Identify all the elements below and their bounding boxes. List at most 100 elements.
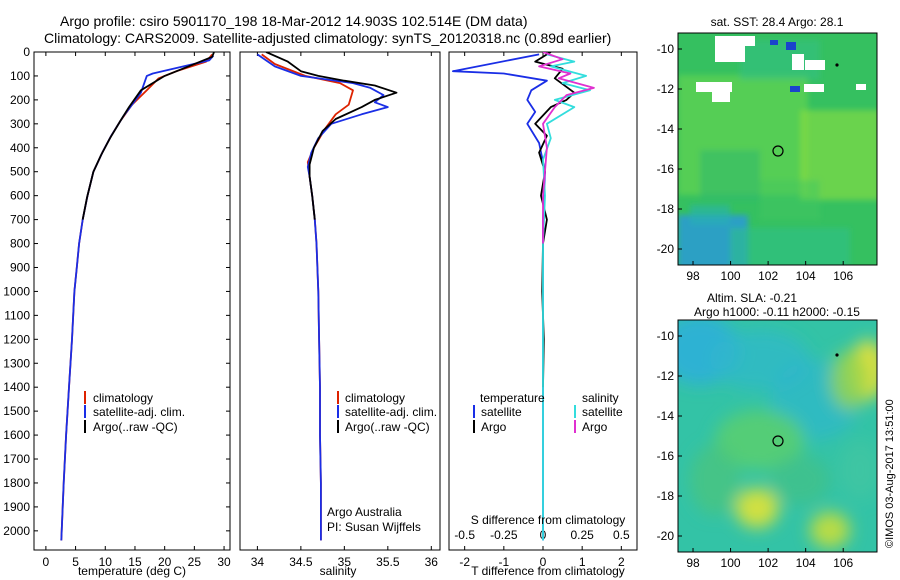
y-tick-label: 1100 [4,308,30,322]
series-line-argo-raw-qc- [265,52,398,220]
legend-label-argo: Argo(..raw -QC) [345,420,430,434]
map-y-tick-label: -16 [657,449,675,463]
annotation-pi: PI: Susan Wijffels [327,520,421,534]
legend-label-argo: Argo(..raw -QC) [93,420,178,434]
series-line-satellite-adj-clim- [256,53,389,541]
sla-map-title-line1: Altim. SLA: -0.21 [707,291,797,305]
y-tick-label: 300 [10,117,30,131]
map-x-tick-label: 102 [758,556,778,570]
y-tick-label: 1300 [3,356,30,370]
x-tick-label: 36 [425,555,439,569]
map-y-tick-label: -18 [657,202,675,216]
legend-label-t-argo: Argo [481,420,507,434]
sla-map-frame [677,319,878,553]
difference-legend: temperature satellite Argo salinity sate… [473,391,623,434]
x-tick-label: 35 [338,555,352,569]
legend-heading-temperature: temperature [480,391,545,405]
temperature-panel-frame [33,51,231,551]
map-y-tick-label: -12 [657,82,675,96]
map-x-tick-label: 102 [758,269,778,283]
salinity-profiles [256,52,398,541]
map-x-tick-label: 106 [833,556,853,570]
x-tick-label: -1 [498,555,509,569]
legend-heading-salinity: salinity [582,391,619,405]
sst-map-axis-ticks: 98 100 102 104 106 -10 -12 -14 -16 -18 -20 [657,42,854,283]
header-line1: Argo profile: csiro 5901170_198 18-Mar-2… [60,13,527,29]
credit-text: ©IMOS 03-Aug-2017 13:51:00 [884,399,896,548]
x-tick-label: 1 [579,555,586,569]
x-tick-label: 15 [128,555,142,569]
salinity-panel-frame [239,51,441,551]
x-top-tick-label: 0.25 [570,528,594,542]
y-tick-label: 100 [10,69,30,83]
series-line-salinity-satellite [542,53,591,541]
y-tick-label: 700 [10,213,30,227]
x-top-tick-label: 0.5 [613,528,630,542]
x-tick-label: 0 [540,555,547,569]
x-top-tick-label: -0.5 [454,528,475,542]
series-line-climatology [261,53,354,541]
map-y-tick-label: -14 [657,409,675,423]
map-y-tick-label: -14 [657,122,675,136]
x-tick-label: 35.5 [376,555,400,569]
map-x-tick-label: 98 [686,269,700,283]
map-y-tick-label: -20 [657,529,675,543]
y-tick-label: 800 [10,237,30,251]
y-tick-label: 500 [10,165,30,179]
x-tick-label: 5 [72,555,79,569]
difference-axis-ticks: -2 -1 0 1 2-0.5 -0.25 0 0.25 0.5 [454,52,630,569]
y-tick-label: 1600 [3,428,30,442]
map-x-tick-label: 104 [796,269,816,283]
temperature-axis-ticks: 0100200300400500600700800900100011001200… [3,45,231,569]
argo-location-marker [772,145,784,157]
x-tick-label: 34.5 [289,555,313,569]
map-x-tick-label: 98 [686,556,700,570]
x-top-tick-label: -0.25 [490,528,518,542]
map-y-tick-label: -20 [657,242,675,256]
y-tick-label: 1900 [3,500,30,514]
map-y-tick-label: -16 [657,162,675,176]
salinity-axis-ticks: 34 34.5 35 35.5 36 [251,52,439,569]
legend-label-s-satellite: satellite [582,405,623,419]
series-line-salinity-argo [538,52,595,244]
legend-label-t-satellite: satellite [481,405,522,419]
difference-profiles [451,52,595,541]
x-tick-label: 10 [99,555,113,569]
y-tick-label: 1500 [3,404,30,418]
x-tick-label: 34 [251,555,265,569]
map-x-tick-label: 100 [721,556,741,570]
x-tick-label: 30 [217,555,231,569]
series-line-satellite [451,53,548,541]
temperature-legend: climatology satellite-adj. clim. Argo(..… [84,391,185,434]
legend-label-climatology: climatology [93,391,153,405]
x-tick-label: 0 [43,555,50,569]
x-tick-label: 2 [618,555,625,569]
series-line-argo-raw-qc- [81,52,215,220]
map-y-tick-label: -10 [657,329,675,343]
map-y-tick-label: -18 [657,489,675,503]
legend-label-satellite: satellite-adj. clim. [93,405,185,419]
map-x-tick-label: 104 [796,556,816,570]
y-tick-label: 200 [10,93,30,107]
legend-label-satellite: satellite-adj. clim. [345,405,437,419]
header-line2: Climatology: CARS2009. Satellite-adjuste… [44,30,611,46]
difference-xlabel-top: S difference from climatology [471,513,626,527]
map-x-tick-label: 100 [721,269,741,283]
legend-label-s-argo: Argo [582,420,608,434]
series-line-satellite-adj-clim- [60,55,215,541]
legend-label-climatology: climatology [345,391,405,405]
y-tick-label: 900 [10,260,30,274]
sla-map-axis-ticks: 98 100 102 104 106 -10 -12 -14 -16 -18 -20 [657,329,854,570]
y-tick-label: 1400 [3,380,30,394]
temperature-profiles [60,52,215,541]
sst-map-title: sat. SST: 28.4 Argo: 28.1 [711,15,844,29]
y-tick-label: 2000 [3,524,30,538]
x-tick-label: 25 [188,555,202,569]
salinity-xlabel: salinity [320,564,357,578]
reference-dot [835,63,839,67]
sst-map-frame [677,32,878,266]
x-tick-label: -2 [459,555,470,569]
sla-map-title-line2: Argo h1000: -0.11 h2000: -0.15 [694,305,860,319]
y-tick-label: 1000 [3,284,30,298]
